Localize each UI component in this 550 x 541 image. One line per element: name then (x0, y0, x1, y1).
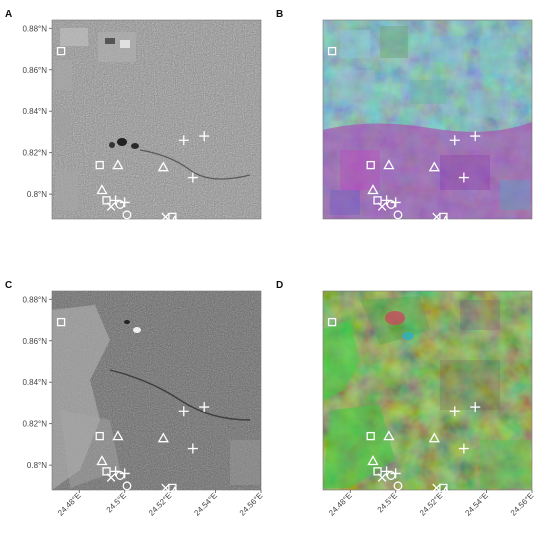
y-tick-label: 0.82°N (22, 420, 47, 429)
marker-cross (377, 473, 387, 482)
marker-triangle (96, 455, 108, 466)
x-tick-label: 24.5°E (376, 491, 399, 514)
marker-plus (449, 406, 460, 417)
marker-plus (178, 406, 189, 417)
y-tick-label: 0.86°N (22, 337, 47, 346)
marker-square (56, 46, 66, 56)
marker-plus (187, 443, 198, 454)
marker-plus (199, 131, 210, 142)
marker-triangle (383, 159, 395, 170)
x-tick-label: 24.48°E (56, 491, 83, 518)
y-tick-label: 0.86°N (22, 66, 47, 75)
marker-plus (390, 468, 401, 479)
marker-circle (386, 200, 396, 209)
marker-triangle (440, 486, 452, 497)
panel-letter-a: A (5, 9, 12, 20)
x-tick-label: 24.56°E (509, 491, 536, 518)
marker-triangle (367, 455, 379, 466)
marker-square (366, 431, 375, 441)
satellite-image-d (323, 291, 532, 490)
marker-triangle (428, 161, 440, 172)
marker-plus (187, 172, 198, 183)
y-tick-label: 0.84°N (22, 378, 47, 387)
y-tick-label: 0.8°N (27, 190, 47, 199)
y-tick-label: 0.88°N (22, 24, 47, 33)
marker-circle (122, 481, 132, 491)
marker-triangle (367, 184, 379, 195)
map-panel-a: A 0.8°N 0.82°N 0.84°N 0.86°N 0.88°N (5, 9, 262, 226)
marker-square (373, 467, 382, 476)
marker-square (373, 196, 382, 205)
y-tick-label: 0.88°N (22, 295, 47, 304)
x-tick-label: 24.48°E (327, 491, 354, 518)
marker-square (95, 160, 104, 170)
map-panel-c: C 0.8°N 0.82°N 0.84°N 0.86°N 0.88°N 24.48°E 2… (5, 280, 264, 518)
marker-triangle (169, 215, 181, 226)
marker-plus (458, 172, 469, 183)
marker-triangle (169, 486, 181, 497)
marker-triangle (157, 432, 169, 443)
marker-square (102, 196, 111, 205)
marker-plus (390, 197, 401, 208)
marker-plus (119, 468, 130, 479)
satellite-image-a (52, 20, 261, 219)
marker-plus (199, 402, 210, 413)
marker-cross (161, 212, 170, 222)
satellite-image-c (52, 291, 261, 490)
marker-circle (393, 210, 403, 220)
x-tick-label: 24.54°E (192, 491, 219, 518)
y-tick-label: 0.82°N (22, 149, 47, 158)
map-panel-b: B (276, 9, 533, 226)
marker-circle (115, 200, 125, 209)
x-tick-label: 24.54°E (463, 491, 490, 518)
marker-circle (115, 471, 125, 480)
marker-triangle (428, 432, 440, 443)
panel-letter-b: B (276, 9, 283, 20)
marker-cross (106, 473, 116, 482)
x-tick-label: 24.56°E (238, 491, 265, 518)
marker-square (95, 431, 104, 441)
marker-circle (393, 481, 403, 491)
map-panel-d: D 24.48°E 24.5°E 24.52°E 24.54°E 24.56°E (276, 280, 535, 518)
marker-plus (178, 135, 189, 146)
marker-triangle (383, 430, 395, 441)
marker-cross (432, 483, 441, 493)
marker-cross (432, 212, 441, 222)
marker-plus (470, 402, 481, 413)
x-tick-label: 24.5°E (105, 491, 128, 514)
satellite-image-b (323, 20, 532, 219)
marker-square (102, 467, 111, 476)
panel-letter-c: C (5, 280, 12, 291)
marker-square (56, 317, 66, 327)
marker-triangle (112, 430, 124, 441)
marker-triangle (440, 215, 452, 226)
marker-triangle (112, 159, 124, 170)
marker-cross (106, 202, 116, 211)
marker-plus (458, 443, 469, 454)
marker-triangle (157, 161, 169, 172)
y-tick-label: 0.8°N (27, 461, 47, 470)
marker-square (327, 317, 337, 327)
x-tick-label: 24.52°E (418, 491, 445, 518)
marker-square (327, 46, 337, 56)
y-tick-label: 0.84°N (22, 107, 47, 116)
marker-circle (386, 471, 396, 480)
marker-cross (161, 483, 170, 493)
marker-cross (377, 202, 387, 211)
marker-square (366, 160, 375, 170)
marker-plus (470, 131, 481, 142)
x-tick-label: 24.52°E (147, 491, 174, 518)
panel-letter-d: D (276, 280, 283, 291)
marker-plus (119, 197, 130, 208)
marker-circle (122, 210, 132, 220)
marker-triangle (96, 184, 108, 195)
marker-plus (449, 135, 460, 146)
